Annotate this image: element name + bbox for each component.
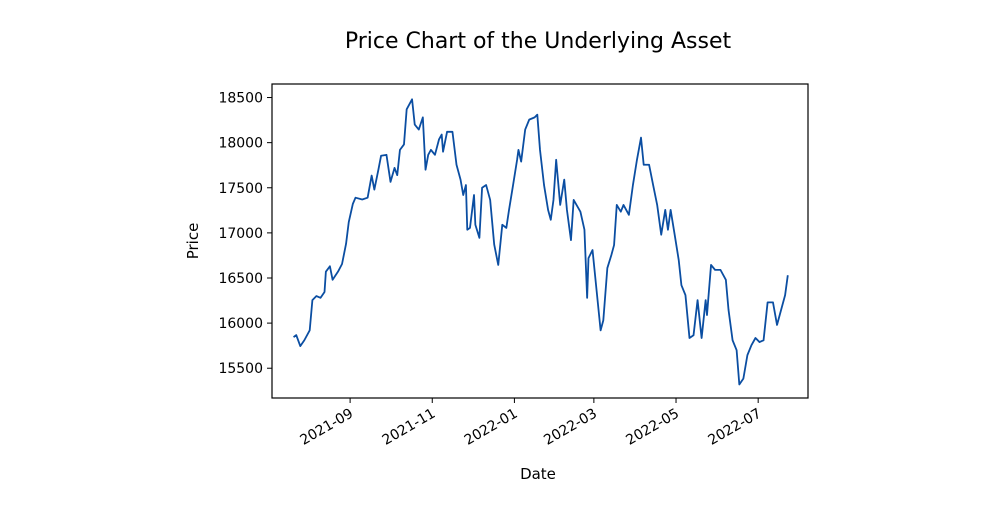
x-tick-label: 2021-09 xyxy=(297,406,356,449)
plot-frame xyxy=(271,83,809,399)
y-tick-label: 16500 xyxy=(218,271,263,287)
y-tick-label: 18000 xyxy=(218,136,263,152)
x-tick-label: 2022-01 xyxy=(462,406,521,449)
x-tick-label: 2022-05 xyxy=(623,406,682,449)
x-tick-label: 2021-11 xyxy=(380,406,439,449)
y-tick-label: 17500 xyxy=(218,181,263,197)
x-axis-label: Date xyxy=(520,465,556,483)
x-tick-label: 2022-03 xyxy=(541,406,600,449)
price-line xyxy=(293,98,789,386)
x-tick-label: 2022-07 xyxy=(706,406,765,449)
chart-title: Price Chart of the Underlying Asset xyxy=(345,29,732,54)
y-tick-label: 18500 xyxy=(218,91,263,107)
y-axis-label: Price xyxy=(184,223,202,260)
y-tick-label: 15500 xyxy=(218,361,263,377)
y-tick-label: 17000 xyxy=(218,226,263,242)
y-tick-label: 16000 xyxy=(218,316,263,332)
